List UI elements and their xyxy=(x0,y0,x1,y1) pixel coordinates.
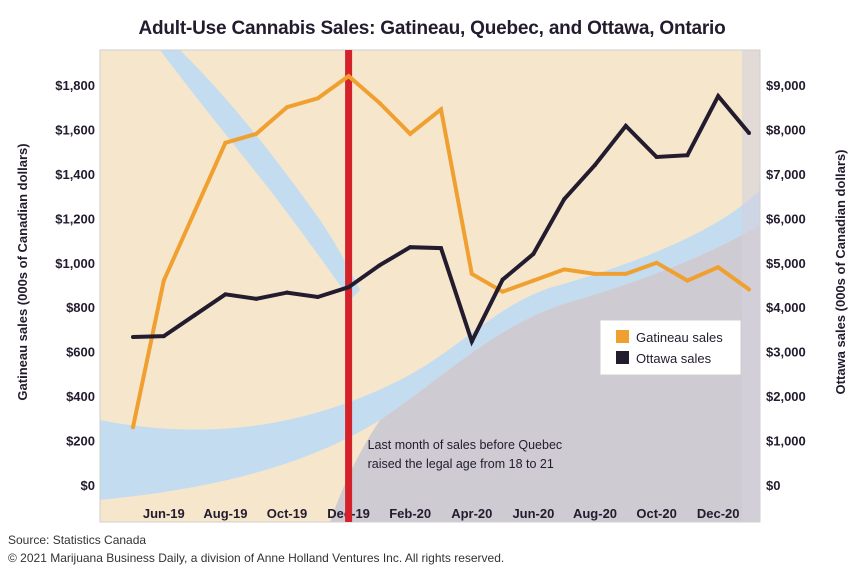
data-point-gatineau-sales xyxy=(716,265,721,270)
data-point-ottawa-sales xyxy=(716,94,721,99)
right-tick-label: $7,000 xyxy=(766,167,806,182)
left-tick-label: $800 xyxy=(66,300,95,315)
left-tick-label: $200 xyxy=(66,434,95,449)
data-point-ottawa-sales xyxy=(408,245,413,250)
chart-title: Adult-Use Cannabis Sales: Gatineau, Queb… xyxy=(138,18,726,39)
left-tick-label: $1,000 xyxy=(55,256,95,271)
right-tick-label: $8,000 xyxy=(766,122,806,137)
x-tick-label: Apr-20 xyxy=(451,506,492,521)
data-point-gatineau-sales xyxy=(377,100,382,105)
map-background xyxy=(100,50,760,522)
left-tick-label: $400 xyxy=(66,389,95,404)
right-tick-label: $2,000 xyxy=(766,389,806,404)
right-tick-label: $3,000 xyxy=(766,345,806,360)
data-point-ottawa-sales xyxy=(500,277,505,282)
data-point-gatineau-sales xyxy=(161,278,166,283)
data-point-ottawa-sales xyxy=(685,153,690,158)
x-tick-label: Jun-19 xyxy=(143,506,185,521)
data-point-ottawa-sales xyxy=(192,313,197,318)
right-tick-label: $9,000 xyxy=(766,78,806,93)
legend-box xyxy=(599,319,742,376)
data-point-gatineau-sales xyxy=(346,74,351,79)
source-note: Source: Statistics Canada xyxy=(8,533,147,547)
legend-label-gatineau: Gatineau sales xyxy=(636,330,723,345)
legend-label-ottawa: Ottawa sales xyxy=(636,351,712,366)
right-axis-ticks: $0 $1,000 $2,000 $3,000 $4,000 $5,000 $6,000 $7… xyxy=(766,78,806,493)
x-tick-label: Oct-19 xyxy=(267,506,307,521)
data-point-gatineau-sales xyxy=(254,131,259,136)
data-point-gatineau-sales xyxy=(131,425,135,430)
left-tick-label: $600 xyxy=(66,345,95,360)
data-point-gatineau-sales xyxy=(223,140,228,145)
left-axis-ticks: $0 $200 $400 $600 $800 $1,000 $1,200 $1,400 $1,6… xyxy=(55,78,95,493)
left-tick-label: $0 xyxy=(81,478,95,493)
data-point-gatineau-sales xyxy=(623,271,628,276)
data-point-gatineau-sales xyxy=(654,260,659,265)
x-tick-label: Dec-20 xyxy=(697,506,740,521)
left-tick-label: $1,800 xyxy=(55,78,95,93)
x-tick-label: Aug-20 xyxy=(573,506,617,521)
data-point-ottawa-sales xyxy=(223,292,228,297)
data-point-gatineau-sales xyxy=(192,209,197,214)
annotation-line-1: Last month of sales before Quebec xyxy=(368,438,563,452)
data-point-ottawa-sales xyxy=(654,155,659,159)
data-point-ottawa-sales xyxy=(377,263,382,268)
legend-swatch-ottawa xyxy=(616,351,629,364)
data-point-ottawa-sales xyxy=(254,296,259,301)
x-tick-label: Aug-19 xyxy=(203,506,247,521)
left-tick-label: $1,400 xyxy=(55,167,95,182)
data-point-ottawa-sales xyxy=(562,197,567,202)
right-tick-label: $0 xyxy=(766,478,780,493)
data-point-gatineau-sales xyxy=(593,271,597,276)
data-point-gatineau-sales xyxy=(531,278,536,283)
data-point-gatineau-sales xyxy=(562,267,567,272)
data-point-gatineau-sales xyxy=(747,287,751,292)
x-tick-label: Feb-20 xyxy=(389,506,431,521)
data-point-gatineau-sales xyxy=(685,278,690,283)
series-layer xyxy=(131,73,751,430)
legend: Gatineau sales Ottawa sales xyxy=(599,319,742,376)
right-axis-title: Ottawa sales (000s of Canadian dollars) xyxy=(833,150,848,395)
x-axis-ticks: Jun-19Aug-19Oct-19Dec-19Feb-20Apr-20Jun-… xyxy=(143,506,740,521)
data-point-gatineau-sales xyxy=(439,107,443,112)
right-tick-label: $1,000 xyxy=(766,434,806,449)
data-point-gatineau-sales xyxy=(469,271,474,276)
data-point-ottawa-sales xyxy=(285,290,289,295)
left-tick-label: $1,600 xyxy=(55,122,95,137)
data-point-ottawa-sales xyxy=(747,131,751,135)
data-point-ottawa-sales xyxy=(346,285,351,290)
data-point-ottawa-sales xyxy=(623,123,628,128)
legend-swatch-gatineau xyxy=(616,330,629,343)
annotation-line-2: raised the legal age from 18 to 21 xyxy=(368,457,554,471)
data-point-ottawa-sales xyxy=(593,163,597,167)
data-point-ottawa-sales xyxy=(439,246,443,251)
data-point-ottawa-sales xyxy=(469,339,474,344)
data-point-ottawa-sales xyxy=(161,334,166,339)
data-point-ottawa-sales xyxy=(131,335,135,339)
data-point-gatineau-sales xyxy=(285,105,289,110)
data-point-ottawa-sales xyxy=(531,251,536,256)
data-point-ottawa-sales xyxy=(315,295,320,299)
right-tick-label: $4,000 xyxy=(766,300,806,315)
left-tick-label: $1,200 xyxy=(55,211,95,226)
x-tick-label: Oct-20 xyxy=(636,506,676,521)
data-point-gatineau-sales xyxy=(315,96,320,101)
right-tick-label: $6,000 xyxy=(766,211,806,226)
right-tick-label: $5,000 xyxy=(766,256,806,271)
x-tick-label: Jun-20 xyxy=(512,506,554,521)
data-point-gatineau-sales xyxy=(500,289,505,294)
data-point-gatineau-sales xyxy=(408,131,413,136)
left-axis-title: Gatineau sales (000s of Canadian dollars… xyxy=(15,143,30,400)
copyright-note: © 2021 Marijuana Business Daily, a divis… xyxy=(8,551,505,565)
